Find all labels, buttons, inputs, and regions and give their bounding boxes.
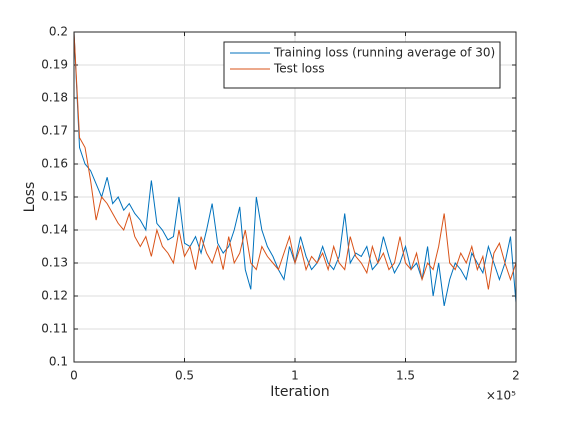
x-tick-label: 1.5 bbox=[396, 369, 415, 383]
x-tick-label: 2 bbox=[512, 369, 520, 383]
y-tick-label: 0.15 bbox=[41, 190, 68, 204]
x-tick-label: 1 bbox=[291, 369, 299, 383]
y-axis-label: Loss bbox=[22, 182, 38, 213]
series-line bbox=[74, 32, 516, 290]
y-tick-label: 0.11 bbox=[41, 322, 68, 336]
y-tick-label: 0.18 bbox=[41, 91, 68, 105]
x-axis-label: Iteration bbox=[270, 384, 329, 400]
x-multiplier: ×10⁵ bbox=[486, 389, 516, 403]
legend-label: Test loss bbox=[273, 62, 325, 76]
y-tick-label: 0.19 bbox=[41, 58, 68, 72]
y-tick-label: 0.12 bbox=[41, 289, 68, 303]
x-tick-label: 0 bbox=[70, 369, 78, 383]
x-tick-label: 0.5 bbox=[175, 369, 194, 383]
y-tick-label: 0.16 bbox=[41, 157, 68, 171]
legend-label: Training loss (running average of 30) bbox=[273, 46, 495, 60]
y-tick-label: 0.13 bbox=[41, 256, 68, 270]
y-tick-label: 0.1 bbox=[49, 355, 68, 369]
legend-box bbox=[223, 41, 501, 89]
y-tick-label: 0.17 bbox=[41, 124, 68, 138]
plot-frame bbox=[73, 31, 517, 363]
y-tick-label: 0.14 bbox=[41, 223, 68, 237]
y-tick-label: 0.2 bbox=[49, 25, 68, 39]
